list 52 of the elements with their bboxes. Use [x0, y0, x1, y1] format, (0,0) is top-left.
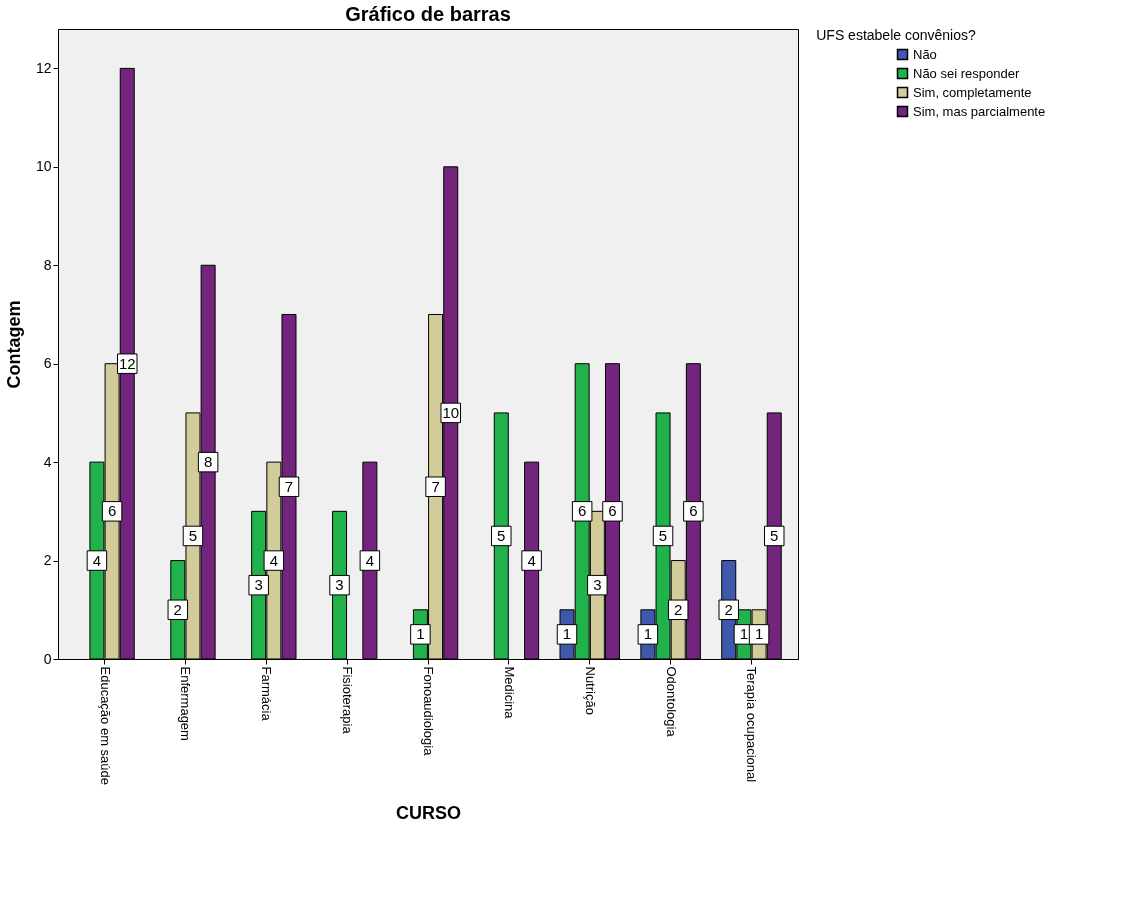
data-label: 5 — [497, 526, 506, 544]
y-tick-label: 8 — [43, 256, 52, 273]
chart-title: Gráfico de barras — [345, 3, 511, 25]
legend-label: Sim, completamente — [913, 84, 1032, 100]
data-label: 2 — [674, 600, 683, 618]
data-label: 4 — [92, 551, 102, 569]
data-label: 7 — [431, 477, 440, 495]
data-label: 1 — [754, 625, 764, 643]
legend-label: Sim, mas parcialmente — [913, 103, 1046, 119]
y-tick-label: 2 — [43, 552, 52, 569]
x-tick-label: Odontologia — [663, 666, 679, 738]
x-tick-label: Educação em saúde — [97, 666, 113, 786]
data-label: 1 — [643, 625, 653, 643]
data-label: 3 — [593, 576, 602, 594]
data-label: 2 — [173, 600, 182, 618]
data-label: 10 — [442, 403, 460, 421]
x-tick-label: Fonoaudiologia — [421, 666, 436, 757]
x-tick-label: Terapia ocupacional — [744, 666, 760, 783]
data-label: 4 — [527, 551, 536, 569]
data-label: 6 — [577, 502, 587, 520]
y-tick-label: 0 — [43, 650, 52, 667]
y-tick-label: 10 — [35, 158, 52, 175]
data-label: 5 — [658, 526, 668, 544]
data-label: 6 — [107, 502, 117, 520]
data-label: 8 — [203, 453, 213, 471]
legend-label: Não — [913, 46, 937, 62]
y-tick-label: 12 — [35, 59, 52, 76]
data-label: 7 — [284, 477, 294, 495]
data-label: 6 — [608, 502, 617, 520]
data-label: 3 — [254, 576, 263, 594]
y-axis-title: Contagem — [3, 300, 24, 389]
data-label: 1 — [562, 625, 572, 643]
x-axis-title: CURSO — [395, 803, 462, 824]
data-label: 5 — [770, 526, 779, 544]
data-label: 3 — [335, 576, 344, 594]
data-label: 4 — [365, 551, 375, 569]
x-tick-label: Enfermagem — [178, 666, 194, 741]
x-tick-label: Fisioterapia — [340, 666, 356, 735]
data-label: 4 — [269, 551, 279, 569]
legend-label: Não sei responder — [913, 65, 1020, 81]
data-label: 1 — [416, 625, 425, 643]
x-tick-label: Medicina — [501, 666, 517, 720]
y-tick-label: 6 — [43, 355, 52, 372]
legend-title: UFS estabele convênios? — [816, 27, 976, 43]
x-tick-label: Farmácia — [259, 666, 275, 722]
data-label: 6 — [689, 502, 698, 520]
y-tick-label: 4 — [43, 453, 52, 470]
data-label: 5 — [188, 526, 198, 544]
data-label: 2 — [724, 600, 733, 618]
data-label: 1 — [739, 625, 749, 643]
data-label: 12 — [118, 354, 136, 372]
x-tick-label: Nutrição — [582, 666, 598, 715]
